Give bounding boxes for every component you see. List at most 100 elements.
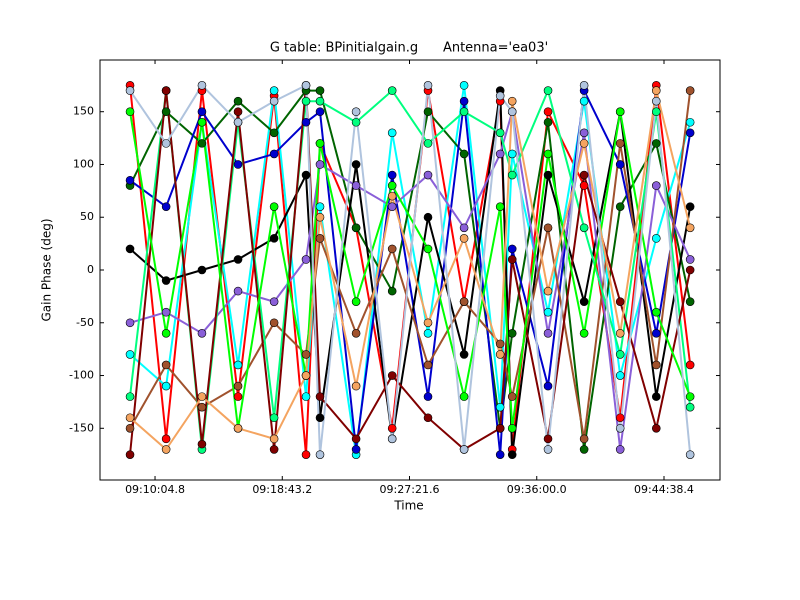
data-point (543, 381, 553, 391)
data-point (387, 181, 397, 190)
data-point (543, 170, 553, 180)
data-point (495, 423, 505, 433)
data-point (351, 297, 361, 306)
data-point (387, 191, 397, 201)
x-tick-label: 09:27:21.6 (380, 483, 440, 496)
data-point (301, 117, 311, 127)
data-point (495, 339, 505, 349)
data-point (269, 445, 279, 454)
data-point (685, 392, 695, 401)
data-point (651, 139, 661, 148)
x-tick-label: 09:18:43.2 (252, 483, 312, 496)
data-point (459, 350, 469, 359)
data-point (459, 96, 469, 106)
data-point (543, 286, 553, 296)
data-point (197, 81, 207, 90)
data-point (579, 139, 589, 148)
data-point (495, 202, 505, 211)
data-point (233, 117, 243, 127)
data-point (161, 381, 171, 391)
data-point (579, 81, 589, 90)
data-point (579, 223, 589, 233)
data-point (269, 413, 279, 423)
data-point (507, 450, 517, 459)
data-point (495, 402, 505, 412)
data-point (579, 434, 589, 444)
data-point (387, 286, 397, 296)
data-point (351, 445, 361, 454)
x-tick-label: 09:44:38.4 (634, 483, 694, 496)
data-point (315, 450, 325, 459)
y-tick-label: -150 (69, 421, 94, 434)
data-point (579, 170, 589, 180)
data-point (579, 329, 589, 338)
data-point (615, 413, 625, 423)
data-point (125, 450, 135, 459)
data-point (125, 244, 135, 254)
data-point (233, 286, 243, 296)
data-point (651, 181, 661, 190)
data-point (315, 413, 325, 423)
data-point (495, 450, 505, 459)
data-point (125, 392, 135, 401)
data-point (315, 107, 325, 117)
x-tick-label: 09:10:04.8 (125, 483, 185, 496)
data-point (423, 318, 433, 328)
data-point (161, 445, 171, 454)
series-line (129, 87, 692, 455)
data-point (125, 350, 135, 359)
data-point (615, 160, 625, 169)
data-point (197, 392, 207, 401)
data-point (351, 181, 361, 190)
data-point (269, 202, 279, 211)
data-point (543, 329, 553, 338)
data-point (685, 360, 695, 370)
data-point (125, 423, 135, 433)
chart-title: G table: BPinitialgain.g Antenna='ea03' (270, 41, 548, 56)
data-point (161, 307, 171, 317)
data-point (387, 202, 397, 211)
y-tick-label: -100 (69, 369, 94, 382)
data-point (507, 329, 517, 338)
data-point (651, 234, 661, 243)
y-tick-label: 0 (87, 263, 94, 276)
y-tick-label: 50 (80, 210, 94, 223)
data-point (507, 170, 517, 180)
data-point (495, 149, 505, 159)
data-point (351, 434, 361, 444)
series-line (129, 83, 692, 455)
data-point (161, 86, 171, 95)
data-point (579, 297, 589, 306)
data-point (651, 86, 661, 95)
data-point (197, 329, 207, 338)
data-point (615, 329, 625, 338)
data-point (459, 149, 469, 159)
data-point (507, 96, 517, 106)
data-point (423, 212, 433, 222)
data-point (685, 117, 695, 127)
data-point (233, 423, 243, 433)
data-point (197, 439, 207, 449)
data-point (615, 297, 625, 306)
data-point (125, 318, 135, 328)
data-point (423, 244, 433, 254)
data-point (351, 329, 361, 338)
data-point (197, 265, 207, 275)
data-point (197, 139, 207, 148)
data-point (315, 96, 325, 106)
data-point (423, 413, 433, 423)
data-point (423, 107, 433, 117)
series-line (129, 111, 692, 450)
data-point (301, 170, 311, 180)
data-point (387, 423, 397, 433)
data-point (351, 223, 361, 233)
data-point (615, 371, 625, 380)
data-point (315, 202, 325, 211)
data-point (651, 392, 661, 401)
data-point (615, 202, 625, 211)
data-point (685, 202, 695, 211)
data-point (161, 360, 171, 370)
data-point (269, 96, 279, 106)
y-tick-label: 100 (73, 157, 94, 170)
data-point (301, 350, 311, 359)
